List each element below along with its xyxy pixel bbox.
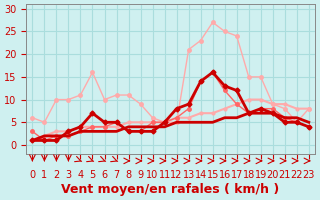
X-axis label: Vent moyen/en rafales ( km/h ): Vent moyen/en rafales ( km/h ) (61, 183, 280, 196)
